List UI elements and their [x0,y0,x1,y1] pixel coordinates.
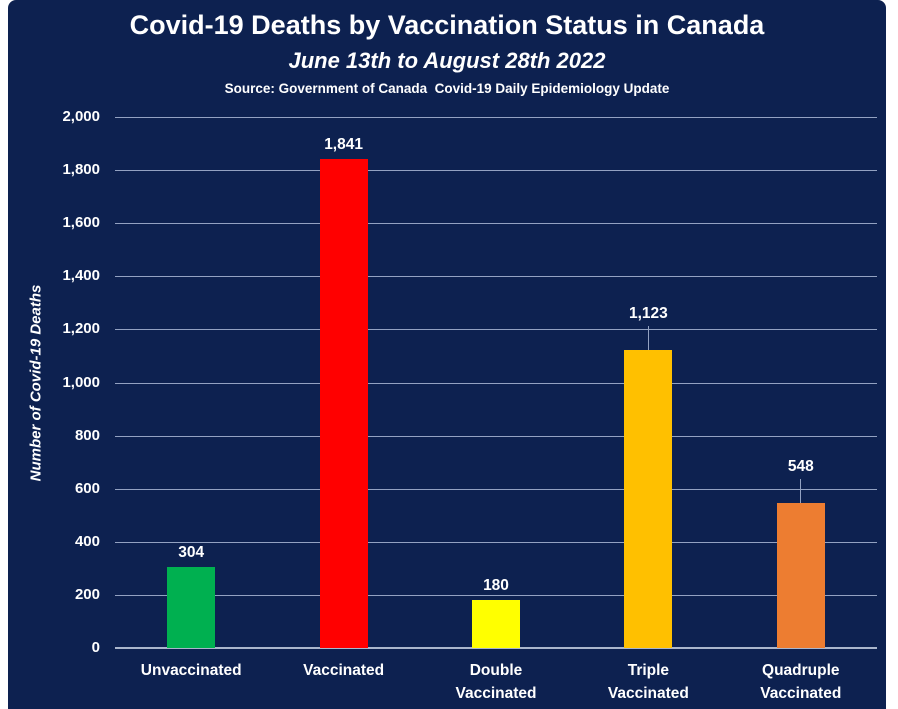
label-leader-line [800,478,802,503]
gridline [115,488,877,490]
bar-triple-vaccinated [624,349,673,648]
gridline [115,117,877,118]
y-axis-tick-label: 0 [91,639,100,656]
y-axis-tick-label: 2,000 [62,108,100,125]
category-label-vaccinated: Vaccinated [303,662,385,679]
y-axis-tick-label: 400 [74,532,100,550]
category-label-triple-vaccinated: Triple Vaccinated [607,662,689,702]
bar-value-label: 1,123 [628,304,668,322]
gridline [115,382,877,384]
label-leader-line [647,325,649,350]
y-axis-tick-label: 1,200 [62,320,100,338]
gridline [115,170,877,172]
bar-value-label: 1,841 [324,136,363,154]
category-label-double-vaccinated: Double Vaccinated [455,662,537,702]
y-axis-tick-label: 1,400 [62,267,100,285]
y-axis-tick-label: 600 [74,479,100,497]
y-axis-tick-label: 800 [74,426,100,444]
y-axis-tick-label: 1,800 [62,161,100,179]
chart-source: Source: Government of Canada Covid-19 Da… [224,81,670,96]
gridline [115,276,877,278]
bar-quadruple-vaccinated [776,502,825,648]
y-axis-tick-label: 1,000 [62,373,100,391]
category-label-quadruple-vaccinated: Quadruple Vaccinated [760,662,842,702]
category-label-unvaccinated: Unvaccinated [140,662,242,679]
y-axis-tick-label: 200 [74,585,100,603]
bar-value-label: 304 [178,544,205,562]
bar-value-label: 548 [787,457,814,475]
bar-value-label: 180 [483,577,509,595]
bar-vaccinated [319,159,368,648]
plot-area: 304 1,841 180 1,123 548 [115,117,877,649]
gridline [115,223,877,225]
chart-title: Covid-19 Deaths by Vaccination Status in… [129,10,765,40]
gridline [115,594,877,596]
bar-double-vaccinated [472,600,520,648]
x-axis-line [115,647,877,649]
gridline [115,541,877,543]
bar-unvaccinated [167,567,216,648]
gridline [115,435,877,437]
chart-subtitle: June 13th to August 28th 2022 [288,48,606,73]
y-axis-tick-label: 1,600 [62,214,100,232]
chart-panel [8,0,886,709]
gridline [115,329,877,331]
